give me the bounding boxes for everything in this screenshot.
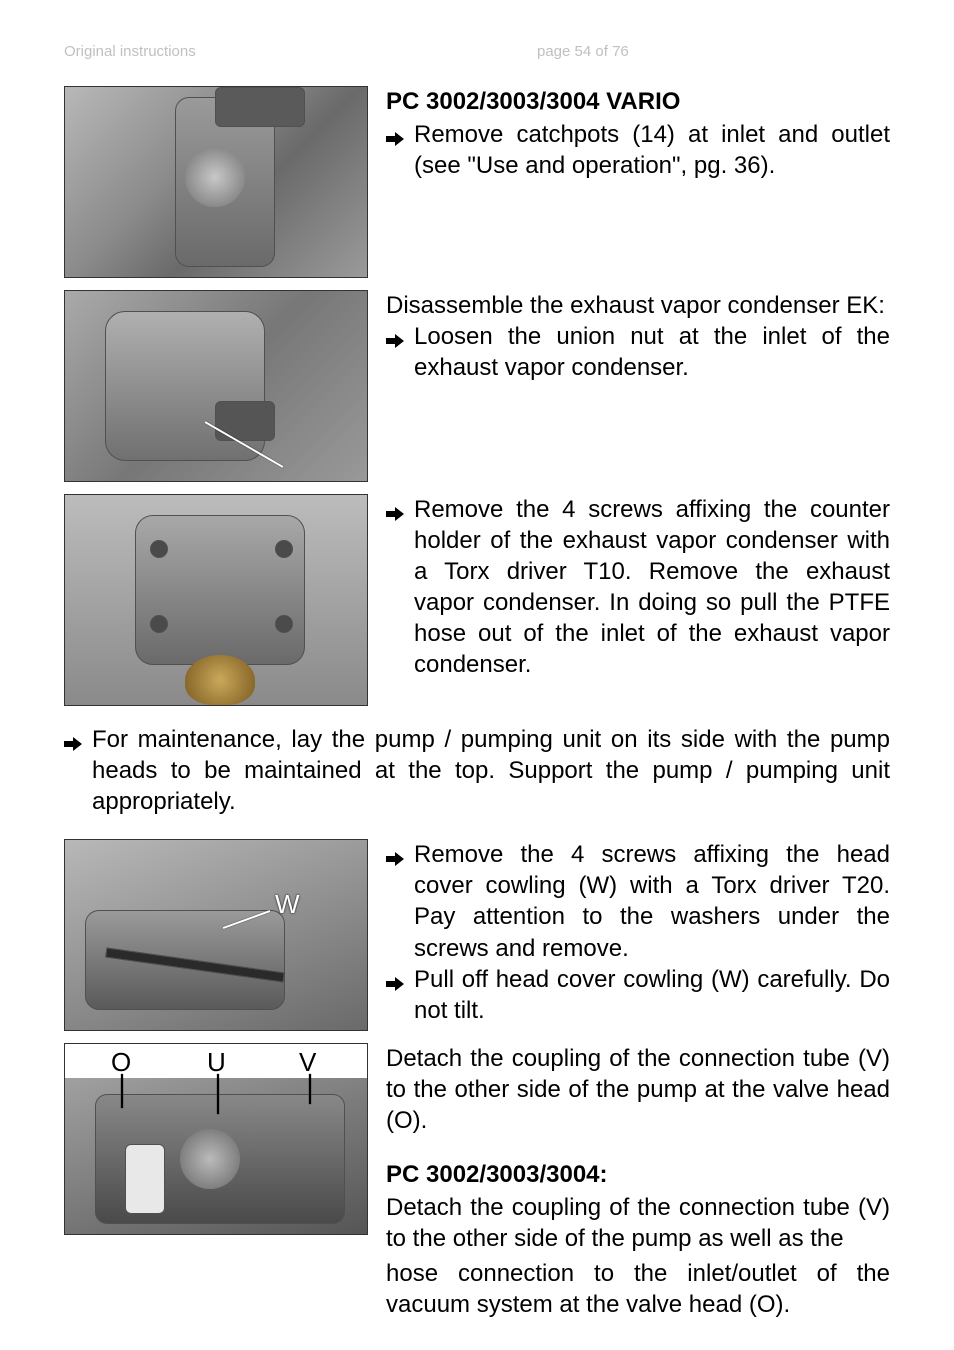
- para-detach-coupling: Detach the coupling of the connection tu…: [386, 1043, 890, 1137]
- section-1-text: PC 3002/3003/3004 VARIO Remove catchpots…: [368, 86, 890, 182]
- figure-label-w: W: [275, 888, 300, 922]
- figure-label-v: V: [299, 1046, 316, 1080]
- section-5: O U V Detach the coupling of the connect…: [64, 1043, 890, 1254]
- section-4-text: Remove the 4 screws affixing the head co…: [368, 839, 890, 1026]
- bullet-remove-head-cowling: Remove the 4 screws affixing the head co…: [386, 839, 890, 964]
- figure-head-cowling-w: W: [64, 839, 368, 1031]
- bullet-pull-off-cowling: Pull off head cover cowling (W) carefull…: [386, 964, 890, 1026]
- figure-counter-holder: [64, 494, 368, 706]
- arrow-icon: [386, 321, 414, 352]
- section-5-text-top: Detach the coupling of the connection tu…: [368, 1043, 890, 1254]
- arrow-icon: [64, 724, 92, 755]
- bullet-maintenance-orientation: For maintenance, lay the pump / pumping …: [64, 724, 890, 818]
- para-disassemble: Disassemble the exhaust vapor condenser …: [386, 290, 890, 321]
- bullet-text: Remove the 4 screws affixing the counter…: [414, 494, 890, 681]
- arrow-icon: [386, 839, 414, 870]
- bullet-loosen-union-nut: Loosen the union nut at the inlet of the…: [386, 321, 890, 383]
- para-detach-coupling-2-cont: hose connection to the inlet/outlet of t…: [386, 1258, 890, 1320]
- section-3: Remove the 4 screws affixing the counter…: [64, 494, 890, 706]
- section-2-text: Disassemble the exhaust vapor condenser …: [368, 290, 890, 384]
- page-header: Original instructions page 54 of 76: [64, 42, 890, 62]
- section-5-title: PC 3002/3003/3004:: [386, 1159, 890, 1190]
- figure-catchpots: [64, 86, 368, 278]
- section-4: W Remove the 4 screws affixing the head …: [64, 839, 890, 1031]
- figure-union-nut: [64, 290, 368, 482]
- section-1: PC 3002/3003/3004 VARIO Remove catchpots…: [64, 86, 890, 278]
- arrow-icon: [386, 119, 414, 150]
- bullet-text: Remove catchpots (14) at inlet and outle…: [414, 119, 890, 181]
- figure-coupling-ouv: O U V: [64, 1043, 368, 1235]
- bullet-text: Remove the 4 screws affixing the head co…: [414, 839, 890, 964]
- bullet-remove-catchpots: Remove catchpots (14) at inlet and outle…: [386, 119, 890, 181]
- bullet-remove-screws-counter-holder: Remove the 4 screws affixing the counter…: [386, 494, 890, 681]
- header-left: Original instructions: [64, 42, 196, 62]
- section-1-title: PC 3002/3003/3004 VARIO: [386, 86, 890, 117]
- section-3-text: Remove the 4 screws affixing the counter…: [368, 494, 890, 681]
- bullet-text: Loosen the union nut at the inlet of the…: [414, 321, 890, 383]
- arrow-icon: [386, 964, 414, 995]
- bullet-text: Pull off head cover cowling (W) carefull…: [414, 964, 890, 1026]
- bullet-text: For maintenance, lay the pump / pumping …: [92, 724, 890, 818]
- arrow-icon: [386, 494, 414, 525]
- section-2: Disassemble the exhaust vapor condenser …: [64, 290, 890, 482]
- para-detach-coupling-2-start: Detach the coupling of the connection tu…: [386, 1192, 890, 1254]
- header-page-number: page 54 of 76: [477, 42, 890, 62]
